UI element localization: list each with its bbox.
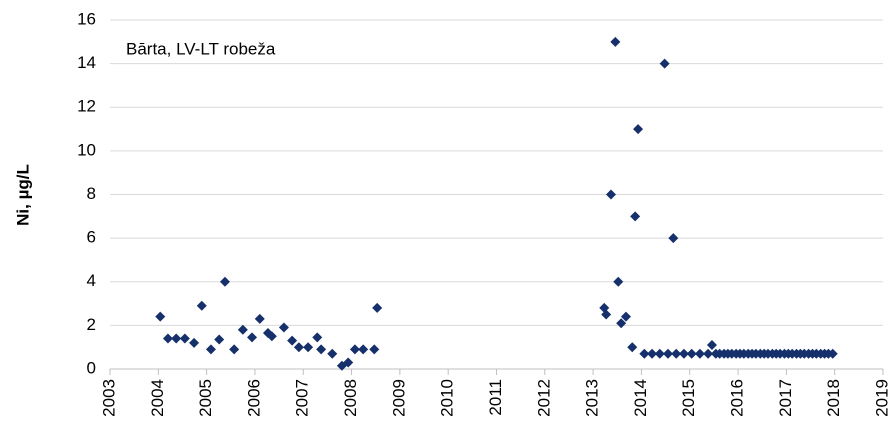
point	[372, 302, 383, 313]
y-tick-label: 10	[77, 140, 96, 159]
y-tick-label: 0	[87, 358, 96, 377]
point	[639, 348, 650, 359]
point	[205, 344, 216, 355]
x-tick-label: 2009	[389, 379, 408, 417]
point	[647, 348, 658, 359]
point	[327, 348, 338, 359]
x-tick-label: 2019	[872, 379, 891, 417]
point	[179, 333, 190, 344]
x-tick-label: 2004	[148, 379, 167, 417]
point	[303, 342, 314, 353]
point	[349, 344, 360, 355]
point	[343, 357, 354, 368]
point	[678, 348, 689, 359]
point	[358, 344, 369, 355]
x-tick-label: 2010	[438, 379, 457, 417]
y-tick-label: 8	[87, 184, 96, 203]
x-tick-label: 2016	[728, 379, 747, 417]
point	[613, 276, 624, 287]
point	[663, 348, 674, 359]
point	[827, 348, 838, 359]
x-tick-label: 2006	[244, 379, 263, 417]
point	[616, 318, 627, 329]
point	[369, 344, 380, 355]
x-tick-label: 2018	[824, 379, 843, 417]
y-tick-label: 4	[87, 271, 96, 290]
point	[316, 344, 327, 355]
x-tick-label: 2017	[776, 379, 795, 417]
x-tick-label: 2014	[631, 379, 650, 417]
point	[671, 348, 682, 359]
x-tick-label: 2011	[486, 379, 505, 416]
annotation: Bārta, LV-LT robeža	[126, 39, 276, 58]
y-tick-label: 2	[87, 315, 96, 334]
point	[654, 348, 665, 359]
y-axis-label: Ni, µg/L	[13, 164, 32, 226]
point	[293, 342, 304, 353]
point	[171, 333, 182, 344]
point	[610, 36, 621, 47]
point	[196, 300, 207, 311]
point	[633, 124, 644, 135]
x-tick-label: 2012	[534, 379, 553, 417]
point	[706, 340, 717, 351]
x-tick-label: 2007	[293, 379, 312, 417]
point	[247, 332, 258, 343]
point	[254, 313, 265, 324]
x-tick-label: 2008	[341, 379, 360, 417]
point	[189, 337, 200, 348]
y-tick-label: 12	[77, 97, 96, 116]
point	[606, 189, 617, 200]
point	[694, 348, 705, 359]
point	[214, 334, 225, 345]
point	[229, 344, 240, 355]
x-tick-label: 2015	[679, 379, 698, 417]
point	[266, 331, 277, 342]
y-tick-label: 6	[87, 228, 96, 247]
point	[703, 348, 714, 359]
point	[278, 322, 289, 333]
x-tick-label: 2005	[196, 379, 215, 417]
point	[312, 332, 323, 343]
point	[627, 342, 638, 353]
point	[686, 348, 697, 359]
point	[162, 333, 173, 344]
point	[601, 309, 612, 320]
point	[630, 211, 641, 222]
point	[287, 335, 298, 346]
y-tick-label: 16	[77, 9, 96, 28]
point	[668, 233, 679, 244]
point	[237, 324, 248, 335]
point	[659, 58, 670, 69]
y-tick-label: 14	[77, 53, 96, 72]
point	[155, 311, 166, 322]
point	[620, 311, 631, 322]
x-tick-label: 2013	[583, 379, 602, 417]
x-tick-label: 2003	[99, 379, 118, 417]
point	[219, 276, 230, 287]
